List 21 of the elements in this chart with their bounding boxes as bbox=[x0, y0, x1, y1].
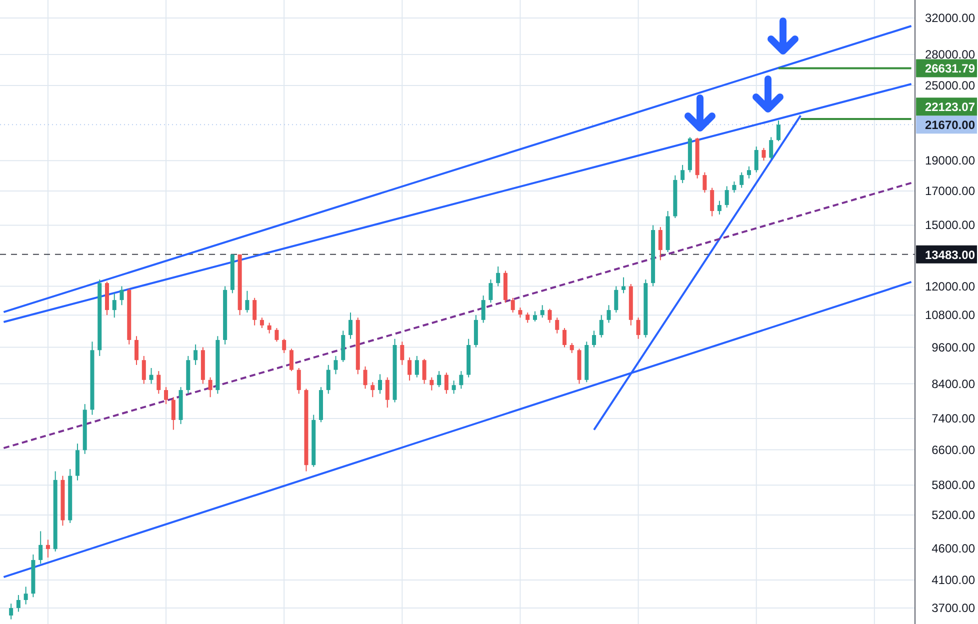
data-label: 22123.07 bbox=[924, 100, 976, 114]
y-tick-label: 15000.00 bbox=[924, 218, 976, 232]
y-tick-label: 28000.00 bbox=[924, 48, 976, 62]
data-label: 26631.79 bbox=[924, 62, 976, 76]
y-tick-label: 6600.00 bbox=[932, 442, 976, 457]
y-tick-label: 25000.00 bbox=[924, 78, 976, 93]
y-tick-label: 12000.00 bbox=[924, 279, 976, 294]
y-tick-label: 5200.00 bbox=[932, 508, 976, 522]
ref-line-label: 13483.00 bbox=[924, 248, 976, 262]
y-tick-label: 10800.00 bbox=[924, 308, 976, 322]
y-tick-label: 4100.00 bbox=[932, 572, 976, 587]
y-tick-label: 17000.00 bbox=[924, 184, 976, 198]
y-tick-label: 9600.00 bbox=[932, 340, 976, 354]
y-tick-label: 8400.00 bbox=[932, 376, 976, 391]
y-tick-label: 7400.00 bbox=[932, 411, 976, 426]
y-tick-label: 32000.00 bbox=[924, 11, 976, 26]
y-tick-label: 4600.00 bbox=[932, 541, 976, 556]
y-tick-label: 3700.00 bbox=[932, 601, 976, 616]
y-tick-label: 5800.00 bbox=[932, 478, 976, 492]
y-tick-label: 19000.00 bbox=[924, 154, 976, 168]
ref-line-label: 21670.00 bbox=[924, 118, 976, 132]
